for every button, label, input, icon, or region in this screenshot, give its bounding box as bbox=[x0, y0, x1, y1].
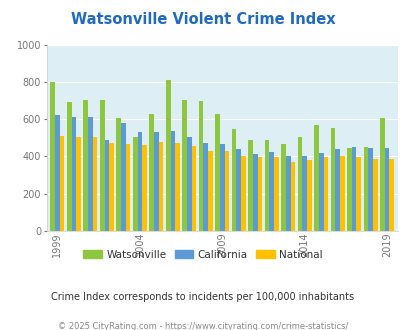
Bar bbox=[231, 129, 236, 231]
Bar bbox=[182, 100, 187, 231]
Bar bbox=[236, 149, 241, 231]
Bar bbox=[137, 132, 142, 231]
Bar bbox=[92, 137, 97, 231]
Bar bbox=[241, 156, 245, 231]
Legend: Watsonville, California, National: Watsonville, California, National bbox=[79, 246, 326, 264]
Bar bbox=[198, 101, 203, 231]
Text: Crime Index corresponds to incidents per 100,000 inhabitants: Crime Index corresponds to incidents per… bbox=[51, 292, 354, 302]
Bar bbox=[269, 152, 273, 231]
Bar bbox=[149, 114, 153, 231]
Bar bbox=[388, 159, 393, 231]
Bar bbox=[208, 151, 212, 231]
Bar bbox=[351, 147, 356, 231]
Bar bbox=[297, 137, 302, 231]
Bar bbox=[248, 140, 252, 231]
Bar bbox=[60, 136, 64, 231]
Text: © 2025 CityRating.com - https://www.cityrating.com/crime-statistics/: © 2025 CityRating.com - https://www.city… bbox=[58, 322, 347, 330]
Bar bbox=[220, 144, 224, 231]
Bar bbox=[116, 118, 121, 231]
Bar bbox=[339, 156, 344, 231]
Bar bbox=[158, 143, 163, 231]
Bar bbox=[318, 153, 323, 231]
Bar bbox=[372, 159, 377, 231]
Bar bbox=[121, 123, 126, 231]
Bar bbox=[273, 157, 278, 231]
Bar bbox=[50, 82, 55, 231]
Bar bbox=[285, 156, 290, 231]
Bar bbox=[379, 118, 384, 231]
Bar bbox=[257, 157, 262, 231]
Bar bbox=[76, 137, 81, 231]
Bar bbox=[281, 144, 285, 231]
Bar bbox=[166, 80, 170, 231]
Bar bbox=[203, 143, 208, 231]
Bar bbox=[187, 137, 191, 231]
Bar bbox=[330, 128, 335, 231]
Bar bbox=[224, 151, 229, 231]
Bar bbox=[104, 140, 109, 231]
Bar bbox=[306, 160, 311, 231]
Text: Watsonville Violent Crime Index: Watsonville Violent Crime Index bbox=[70, 12, 335, 26]
Bar bbox=[109, 143, 113, 231]
Bar bbox=[132, 137, 137, 231]
Bar bbox=[215, 114, 220, 231]
Bar bbox=[290, 162, 294, 231]
Bar bbox=[88, 117, 92, 231]
Bar bbox=[356, 157, 360, 231]
Bar bbox=[67, 102, 71, 231]
Bar bbox=[335, 149, 339, 231]
Bar bbox=[363, 147, 367, 231]
Bar bbox=[367, 148, 372, 231]
Bar bbox=[100, 100, 104, 231]
Bar bbox=[264, 140, 269, 231]
Bar bbox=[55, 115, 60, 231]
Bar bbox=[83, 100, 88, 231]
Bar bbox=[142, 145, 147, 231]
Bar bbox=[153, 132, 158, 231]
Bar bbox=[302, 156, 306, 231]
Bar bbox=[191, 146, 196, 231]
Bar bbox=[346, 148, 351, 231]
Bar bbox=[71, 117, 76, 231]
Bar bbox=[384, 148, 388, 231]
Bar bbox=[126, 144, 130, 231]
Bar bbox=[252, 154, 257, 231]
Bar bbox=[323, 157, 327, 231]
Bar bbox=[170, 131, 175, 231]
Bar bbox=[175, 143, 179, 231]
Bar bbox=[313, 125, 318, 231]
